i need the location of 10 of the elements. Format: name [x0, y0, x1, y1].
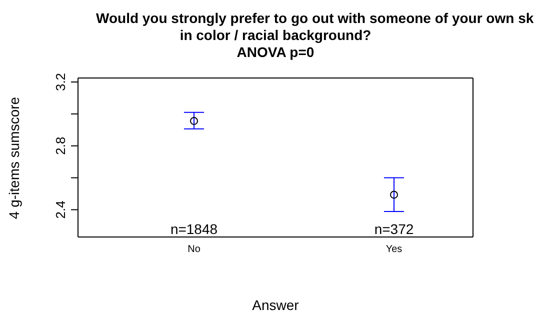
y-axis-title: 4 g-items sumscore: [6, 96, 22, 220]
x-axis-title: Answer: [252, 297, 300, 313]
x-tick-label: No: [188, 244, 201, 256]
annotation: n=372: [374, 221, 414, 237]
annotation: n=1848: [170, 221, 218, 237]
y-tick-label: 2.4: [53, 200, 68, 219]
chart-title: Would you strongly prefer to go out with someone of your own sk in color / racial background? ANOVA p=0: [96, 10, 534, 60]
y-tick-label: 3.2: [53, 72, 68, 92]
x-tick-label: Yes: [386, 244, 402, 256]
y-tick-label: 2.8: [53, 136, 68, 155]
